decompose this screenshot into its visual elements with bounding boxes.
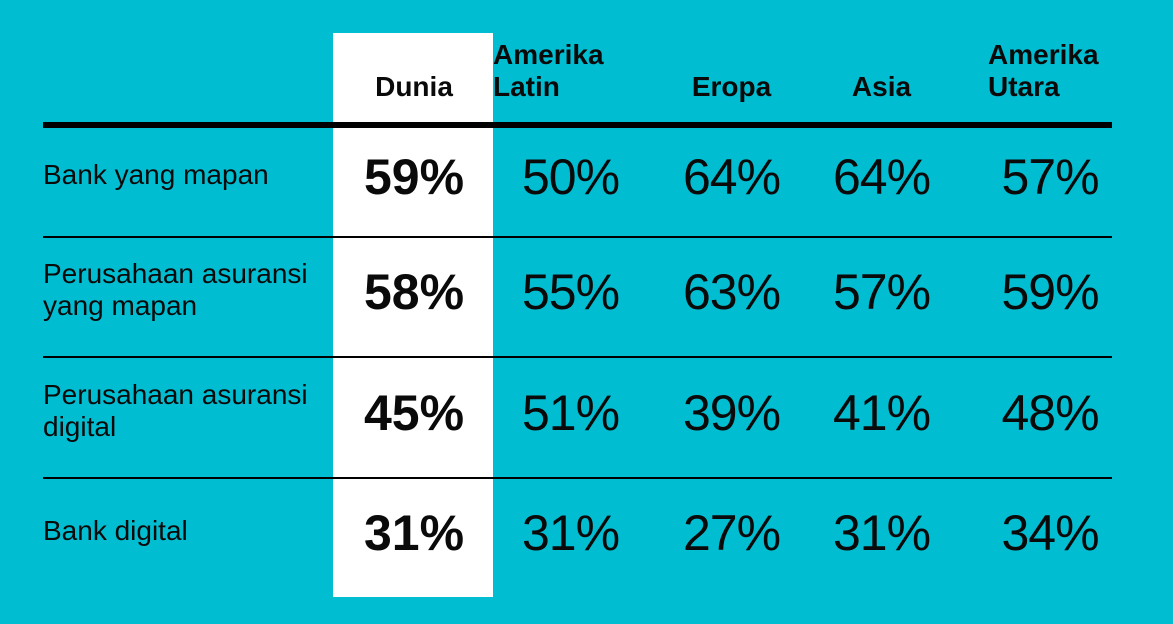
column-header-amerika-latin: Amerika Latin	[493, 0, 648, 122]
header-row: Dunia Amerika Latin Eropa Asia Amerika U…	[43, 0, 1112, 128]
value-asia: 41%	[832, 384, 931, 441]
table-row-bank-digital: Bank digital 31% 31% 27% 31% 34%	[43, 479, 1112, 597]
value-eropa: 39%	[682, 384, 781, 441]
column-header-label: Amerika Utara	[988, 39, 1099, 102]
value-amerika-utara: 48%	[1001, 384, 1099, 441]
value-amerika-latin: 31%	[521, 505, 620, 561]
value-amerika-utara: 34%	[1001, 505, 1099, 561]
value-dunia: 58%	[363, 264, 465, 320]
value-amerika-latin: 50%	[521, 149, 620, 205]
column-header-amerika-utara: Amerika Utara	[948, 0, 1112, 122]
value-dunia: 31%	[363, 505, 465, 561]
value-dunia: 59%	[363, 149, 465, 205]
column-header-label: Dunia	[375, 70, 453, 102]
value-asia: 57%	[832, 264, 931, 320]
column-header-asia: Asia	[815, 0, 948, 122]
value-asia: 64%	[832, 149, 931, 205]
row-label: Bank yang mapan	[43, 159, 269, 191]
value-amerika-latin: 55%	[521, 264, 620, 320]
column-header-dunia: Dunia	[335, 0, 493, 122]
value-eropa: 27%	[682, 505, 781, 561]
value-eropa: 63%	[682, 264, 781, 320]
column-header-label: Amerika Latin	[493, 39, 604, 102]
column-header-label: Asia	[851, 70, 912, 102]
value-amerika-utara: 59%	[1001, 264, 1099, 320]
value-eropa: 64%	[682, 149, 781, 205]
row-label: Bank digital	[43, 515, 188, 547]
row-label: Perusahaan asuransi digital	[43, 378, 308, 442]
header-spacer	[43, 0, 335, 122]
value-dunia: 45%	[363, 384, 465, 441]
value-amerika-utara: 57%	[1001, 149, 1099, 205]
table-row-perusahaan-asuransi-digital: Perusahaan asuransi digital 45% 51% 39% …	[43, 358, 1112, 479]
comparison-table: Dunia Amerika Latin Eropa Asia Amerika U…	[43, 0, 1112, 597]
table-row-perusahaan-asuransi-yang-mapan: Perusahaan asuransi yang mapan 58% 55% 6…	[43, 238, 1112, 358]
value-amerika-latin: 51%	[521, 384, 620, 441]
value-asia: 31%	[832, 505, 931, 561]
row-label: Perusahaan asuransi yang mapan	[43, 258, 308, 321]
column-header-label: Eropa	[691, 70, 772, 102]
table-row-bank-yang-mapan: Bank yang mapan 59% 50% 64% 64% 57%	[43, 128, 1112, 238]
column-header-eropa: Eropa	[648, 0, 815, 122]
